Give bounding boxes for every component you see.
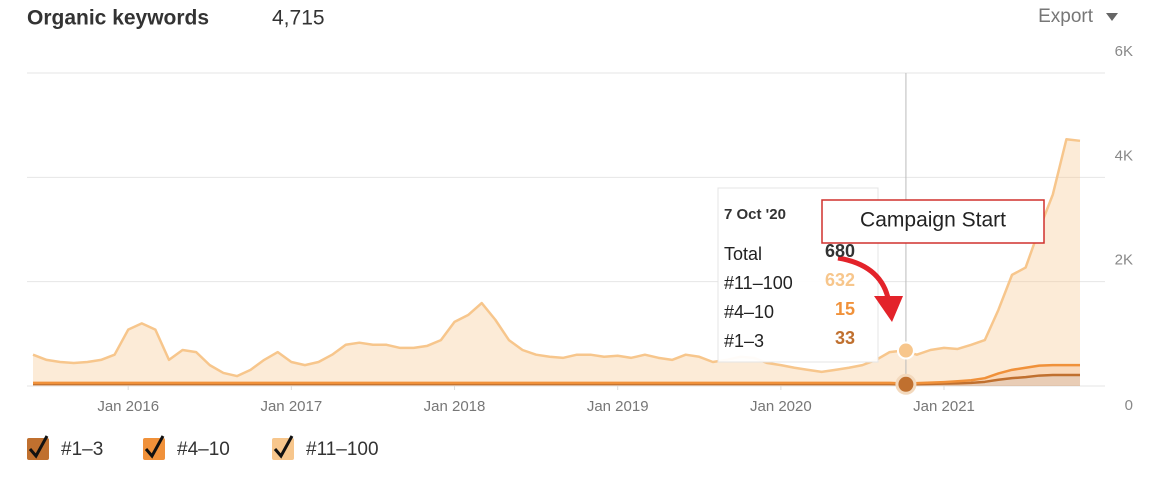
y-tick-label: 2K	[1115, 252, 1133, 269]
x-tick-label: Jan 2016	[97, 398, 159, 415]
legend-check	[144, 435, 165, 459]
x-tick-label: Jan 2020	[750, 398, 812, 415]
tooltip-label: #1–3	[724, 331, 764, 351]
tooltip-label: #4–10	[724, 302, 774, 322]
x-tick-label: Jan 2019	[587, 398, 649, 415]
series-line	[32, 138, 1081, 378]
tooltip-label: #11–100	[724, 273, 793, 293]
keyword-count: 4,715	[272, 7, 325, 30]
legend-label[interactable]: #4–10	[177, 439, 230, 460]
y-tick-label: 4K	[1115, 147, 1133, 164]
legend-label[interactable]: #11–100	[306, 439, 379, 460]
annotation-box	[821, 199, 1045, 244]
overlay: 7 Oct '20 Campaign Start Total 680 #11–100…	[717, 187, 1045, 363]
annotation-arrow	[837, 255, 891, 299]
legend-check	[28, 435, 49, 459]
export-button[interactable]: Export	[1038, 6, 1118, 27]
legend-item[interactable]: #4–10	[143, 435, 230, 460]
x-tick-label: Jan 2021	[913, 398, 975, 415]
tooltip-label: Total	[724, 244, 762, 264]
x-tick-label: Jan 2018	[424, 398, 486, 415]
tooltip-value: 680	[825, 241, 855, 261]
legend-check	[273, 435, 294, 459]
legend-label[interactable]: #1–3	[61, 439, 103, 460]
export-label[interactable]: Export	[1038, 6, 1094, 27]
hover-dot	[896, 341, 915, 360]
y-tick-label: 6K	[1115, 43, 1133, 60]
annotation-text: Campaign Start	[860, 209, 1006, 232]
annotation-arrowhead	[874, 296, 903, 322]
hover-dot	[895, 373, 917, 395]
plot-area: 0 2K 4K 6K Jan 2016 Jan 2017 Jan 2018 Jan 2019 J…	[27, 43, 1133, 415]
tooltip-value: 33	[835, 328, 855, 348]
legend: #1–3 #4–10 #11–100	[27, 435, 379, 460]
y-tick-label: 0	[1125, 397, 1133, 414]
x-tick-label: Jan 2017	[260, 398, 322, 415]
chart-title: Organic keywords	[27, 7, 209, 30]
tooltip-value: 15	[835, 299, 855, 319]
area-fill	[33, 139, 1080, 384]
tooltip-value: 632	[825, 270, 855, 290]
export-caret	[1106, 13, 1118, 21]
legend-item[interactable]: #1–3	[27, 435, 103, 460]
tooltip-date: 7 Oct '20	[724, 206, 786, 223]
legend-item[interactable]: #11–100	[272, 435, 379, 460]
